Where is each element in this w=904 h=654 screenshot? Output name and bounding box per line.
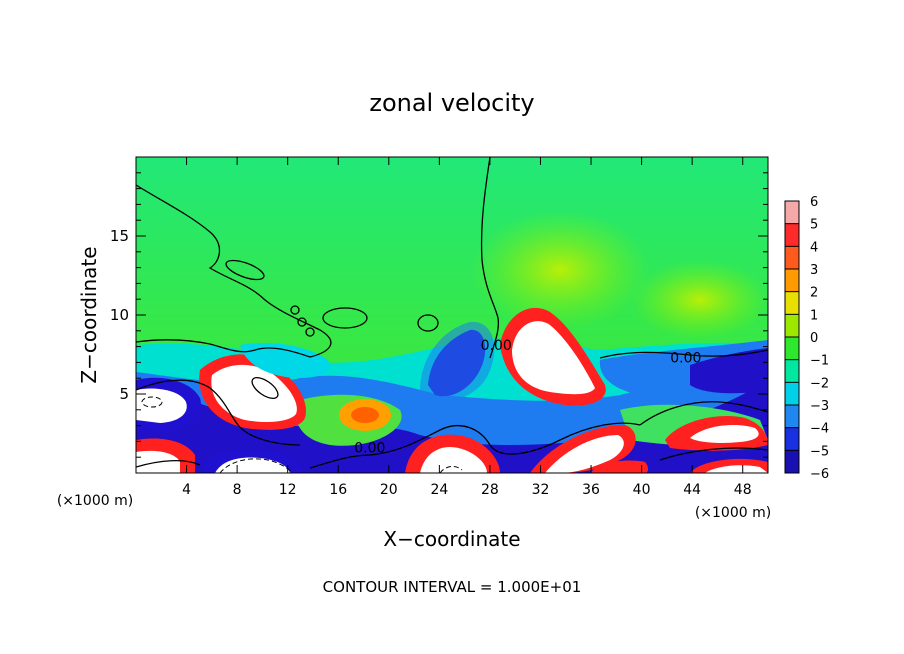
y-tick-label: 5 [119,385,129,403]
contour-line [599,349,768,359]
contour-label: 0.00 [481,338,512,354]
field-white-cell [420,446,487,473]
colorbar-swatch [785,246,799,269]
colorbar-label: −5 [810,444,829,459]
contour-closed [251,377,279,399]
colorbar-swatch [785,201,799,224]
contour-line [309,422,641,469]
contour-closed [141,396,163,408]
contour-line [639,401,768,426]
colorbar-label: −3 [810,399,829,414]
field-white-cell [545,435,624,473]
x-tick-label: 4 [182,482,191,498]
contour-labels: 0.00 0.00 0.00 [354,338,701,457]
contour-label: 0.00 [354,440,385,456]
contour-closed [225,259,265,281]
contour-line [659,447,768,461]
colorbar-swatch [785,450,799,473]
contour-closed [297,317,307,327]
x-tick-label: 8 [233,482,242,498]
field-yellow-patch [470,210,650,330]
contour-lines [136,157,768,469]
colorbar-label: 1 [810,308,818,323]
y-tick-label: 10 [110,306,129,324]
x-tick-label: 36 [582,482,600,498]
colorbar-swatch [785,269,799,292]
contour-line [480,157,500,359]
x-tick-label: 20 [380,482,398,498]
field-red-cell [590,460,649,473]
contour-line [439,465,463,473]
colorbar-swatch [785,382,799,405]
colorbar-swatch [785,405,799,428]
colorbar-swatch [785,314,799,337]
field-white-cell [690,425,759,443]
colorbar-label: −6 [810,467,829,482]
x-unit-right: (×1000 m) [695,505,771,521]
contour-dashed [141,396,463,473]
field-white-lobe [512,321,595,395]
y-tick-label: 15 [110,227,129,245]
field-white-cell [705,465,768,473]
colorbar-label: 4 [810,240,818,255]
x-tick-label: 40 [633,482,651,498]
colorbar-swatch [785,291,799,315]
contour-line [136,184,332,358]
contour-label: 0.00 [670,350,701,366]
contour-line [136,459,201,468]
colorbar-swatch [785,223,799,247]
x-tick-label: 32 [532,482,550,498]
contour-closed [417,314,439,332]
colorbar-label: −4 [810,422,829,437]
colorbar-label: 5 [810,218,818,233]
field-deepblue-band [690,348,768,394]
contour-closed [305,327,315,337]
field-cyan-patch [240,343,331,378]
x-tick-label: 12 [279,482,297,498]
colorbar-swatch [785,337,799,360]
colorbar-label: −2 [810,376,829,391]
colorbar-label: −1 [810,354,829,369]
colorbar-swatch [785,359,799,383]
contour-closed [322,307,368,329]
plot-area [136,157,768,473]
x-tick-label: 28 [481,482,499,498]
field-white-cell [215,457,290,473]
x-unit-left: (×1000 m) [57,493,133,509]
x-axis-title: X−coordinate [383,527,520,551]
field-white-lobe [211,364,297,422]
colorbar: 6 5 4 3 2 1 0 −1 −2 −3 −4 −5 −6 [784,195,829,482]
x-tick-label: 24 [430,482,448,498]
y-axis-title: Z−coordinate [77,246,101,383]
x-tick-label: 48 [734,482,752,498]
x-tick-label: 44 [683,482,701,498]
colorbar-label: 6 [810,195,818,210]
field-orange-patch [351,407,379,423]
contour-line [136,379,301,446]
x-axis: 4 8 12 16 20 24 28 32 36 40 44 48 [182,157,752,498]
x-tick-label: 16 [329,482,347,498]
contour-interval-note: CONTOUR INTERVAL = 1.000E+01 [323,578,582,596]
colorbar-swatch [785,427,799,451]
contour-closed [290,305,300,315]
colorbar-label: 0 [810,331,818,346]
contour-line [219,458,293,473]
field-blue-column [420,321,495,401]
y-axis: 5 10 15 [110,172,768,458]
field-yellow-patch [630,260,768,340]
colorbar-label: 3 [810,263,818,278]
colorbar-label: 2 [810,286,818,301]
chart-title: zonal velocity [369,89,534,117]
